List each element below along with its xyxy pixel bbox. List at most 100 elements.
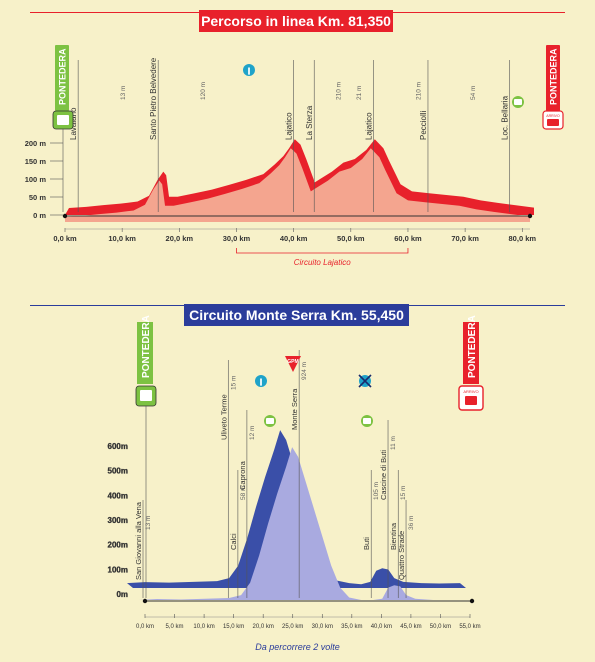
circuit-label: Circuito Lajatico — [294, 258, 351, 267]
waypoint-alt: 210 m — [416, 82, 423, 100]
y-tick-label: 50 m — [29, 193, 46, 202]
y-tick-label: 200m — [108, 541, 128, 550]
waypoint-name: Loc. Bellaria — [501, 95, 510, 140]
finish-label: PONTEDERA — [549, 48, 559, 105]
x-tick-label: 15,0 km — [223, 624, 244, 630]
x-tick-label: 10,0 km — [193, 624, 214, 630]
finish-badge: ARRIVO — [463, 389, 478, 394]
y-tick-label: 0 m — [33, 211, 46, 220]
x-tick-label: 25,0 km — [282, 624, 303, 630]
stage1-chart: 0 m 50 m 100 m 150 m 200 m 0,0 km 10,0 km 20,0 … — [25, 45, 564, 267]
finish-banner — [463, 322, 479, 384]
waypoint-alt: 210 m — [336, 82, 343, 100]
x-tick-label: 45,0 km — [400, 624, 421, 630]
waypoint-alt: 13 m — [145, 516, 152, 530]
start-dot — [142, 598, 148, 604]
start-banner — [55, 45, 69, 111]
waypoint-name: Cascine di Buti — [379, 450, 388, 500]
waypoint-alt: 58 m — [240, 486, 247, 500]
finish-dot — [469, 598, 475, 604]
finish-badge: ARRIVO — [546, 114, 560, 118]
x-tick-label: 30,0 km — [223, 234, 251, 243]
x-tick-label: 30,0 km — [312, 624, 333, 630]
restaurant-icon — [255, 375, 267, 387]
waypoint-name: Lajatico — [285, 112, 294, 140]
gpm-icon — [285, 356, 301, 372]
feed-zone-icon-inner — [514, 99, 522, 105]
circuit-bracket — [236, 248, 409, 254]
waypoint-alt: 36 m — [408, 516, 415, 530]
finish-icon-inner — [547, 119, 559, 126]
waypoint-name: Lajatico — [365, 112, 374, 140]
stage2-footnote: Da percorrere 2 volte — [255, 642, 340, 652]
profile-front — [139, 447, 472, 600]
waypoint-name: Lavaiano — [69, 107, 78, 140]
restaurant-icon-glyph: ∥ — [247, 67, 251, 75]
start-dot — [62, 213, 68, 219]
y-tick-label: 500m — [108, 467, 128, 476]
waypoint-alt: 15 m — [230, 376, 237, 390]
x-tick-label: 70,0 km — [451, 234, 479, 243]
waypoint-alt: 54 m — [470, 86, 477, 100]
stage2-title: Circuito Monte Serra Km. 55,450 — [184, 304, 409, 326]
waypoint-alt: 15 m — [400, 486, 407, 500]
y-tick-label: 100m — [108, 565, 128, 574]
waypoint-alt: 21 m — [356, 86, 363, 100]
restaurant-icon — [243, 64, 255, 76]
waypoint-alt: 12 m — [249, 426, 256, 440]
waypoint-name: Monte Serra — [290, 388, 299, 430]
waypoint-alt: 120 m — [200, 82, 207, 100]
x-tick-label: 0,0 km — [136, 624, 154, 630]
x-tick-label: 0,0 km — [53, 234, 77, 243]
y-tick-label: 600m — [108, 442, 128, 451]
no-restaurant-cross-b — [358, 374, 372, 388]
start-flag-inner — [57, 115, 69, 125]
y-tick-label: 150 m — [25, 157, 47, 166]
waypoint-name: Calci — [229, 533, 238, 550]
waypoint-name: Buti — [362, 537, 371, 550]
y-tick-label: 0m — [116, 590, 128, 599]
finish-banner — [546, 45, 560, 111]
waypoint-name: Quattro Strade — [397, 531, 406, 580]
x-tick-label: 60,0 km — [394, 234, 422, 243]
start-flag-inner — [140, 390, 152, 401]
x-tick-label: 40,0 km — [280, 234, 308, 243]
start-label: PONTEDERA — [141, 315, 152, 378]
waypoint-name: La Sterza — [305, 105, 314, 140]
start-label: PONTEDERA — [58, 48, 68, 105]
waypoint-name: Bientina — [389, 522, 398, 550]
x-tick-label: 80,0 km — [509, 234, 537, 243]
gpm-badge: GPM — [287, 359, 298, 365]
x-tick-label: 55,0 km — [459, 624, 480, 630]
feed-zone-icon-inner — [266, 418, 274, 424]
finish-dot — [527, 213, 533, 219]
waypoint-alt: 105 m — [373, 482, 380, 500]
x-tick-label: 10,0 km — [108, 234, 136, 243]
waypoint-alt: 924 m — [301, 362, 308, 380]
waypoint-name: Santo Pietro Belvedere — [149, 57, 158, 140]
x-tick-label: 40,0 km — [371, 624, 392, 630]
waypoint-alt: 11 m — [390, 436, 397, 450]
x-tick-label: 50,0 km — [430, 624, 451, 630]
y-tick-label: 200 m — [25, 139, 47, 148]
waypoint-alt: 13 m — [120, 86, 127, 100]
x-tick-label: 5,0 km — [166, 624, 184, 630]
x-tick-label: 20,0 km — [166, 234, 194, 243]
restaurant-icon-glyph: ∥ — [259, 378, 263, 386]
y-tick-label: 100 m — [25, 175, 47, 184]
profile-front — [65, 148, 530, 222]
waypoint-name: Caprona — [238, 460, 247, 490]
feed-zone-icon-inner — [363, 418, 371, 424]
waypoint-name: San Giovanni alla Vena — [134, 501, 143, 580]
stage1-title: Percorso in linea Km. 81,350 — [199, 10, 393, 32]
finish-icon-inner — [465, 396, 477, 405]
y-tick-label: 400m — [108, 491, 128, 500]
x-tick-label: 50,0 km — [337, 234, 365, 243]
waypoint-name: Pecciolli — [419, 110, 428, 140]
start-banner — [137, 322, 153, 384]
y-tick-label: 300m — [108, 516, 128, 525]
x-tick-label: 35,0 km — [341, 624, 362, 630]
waypoint-name: Uliveto Terme — [219, 394, 228, 440]
